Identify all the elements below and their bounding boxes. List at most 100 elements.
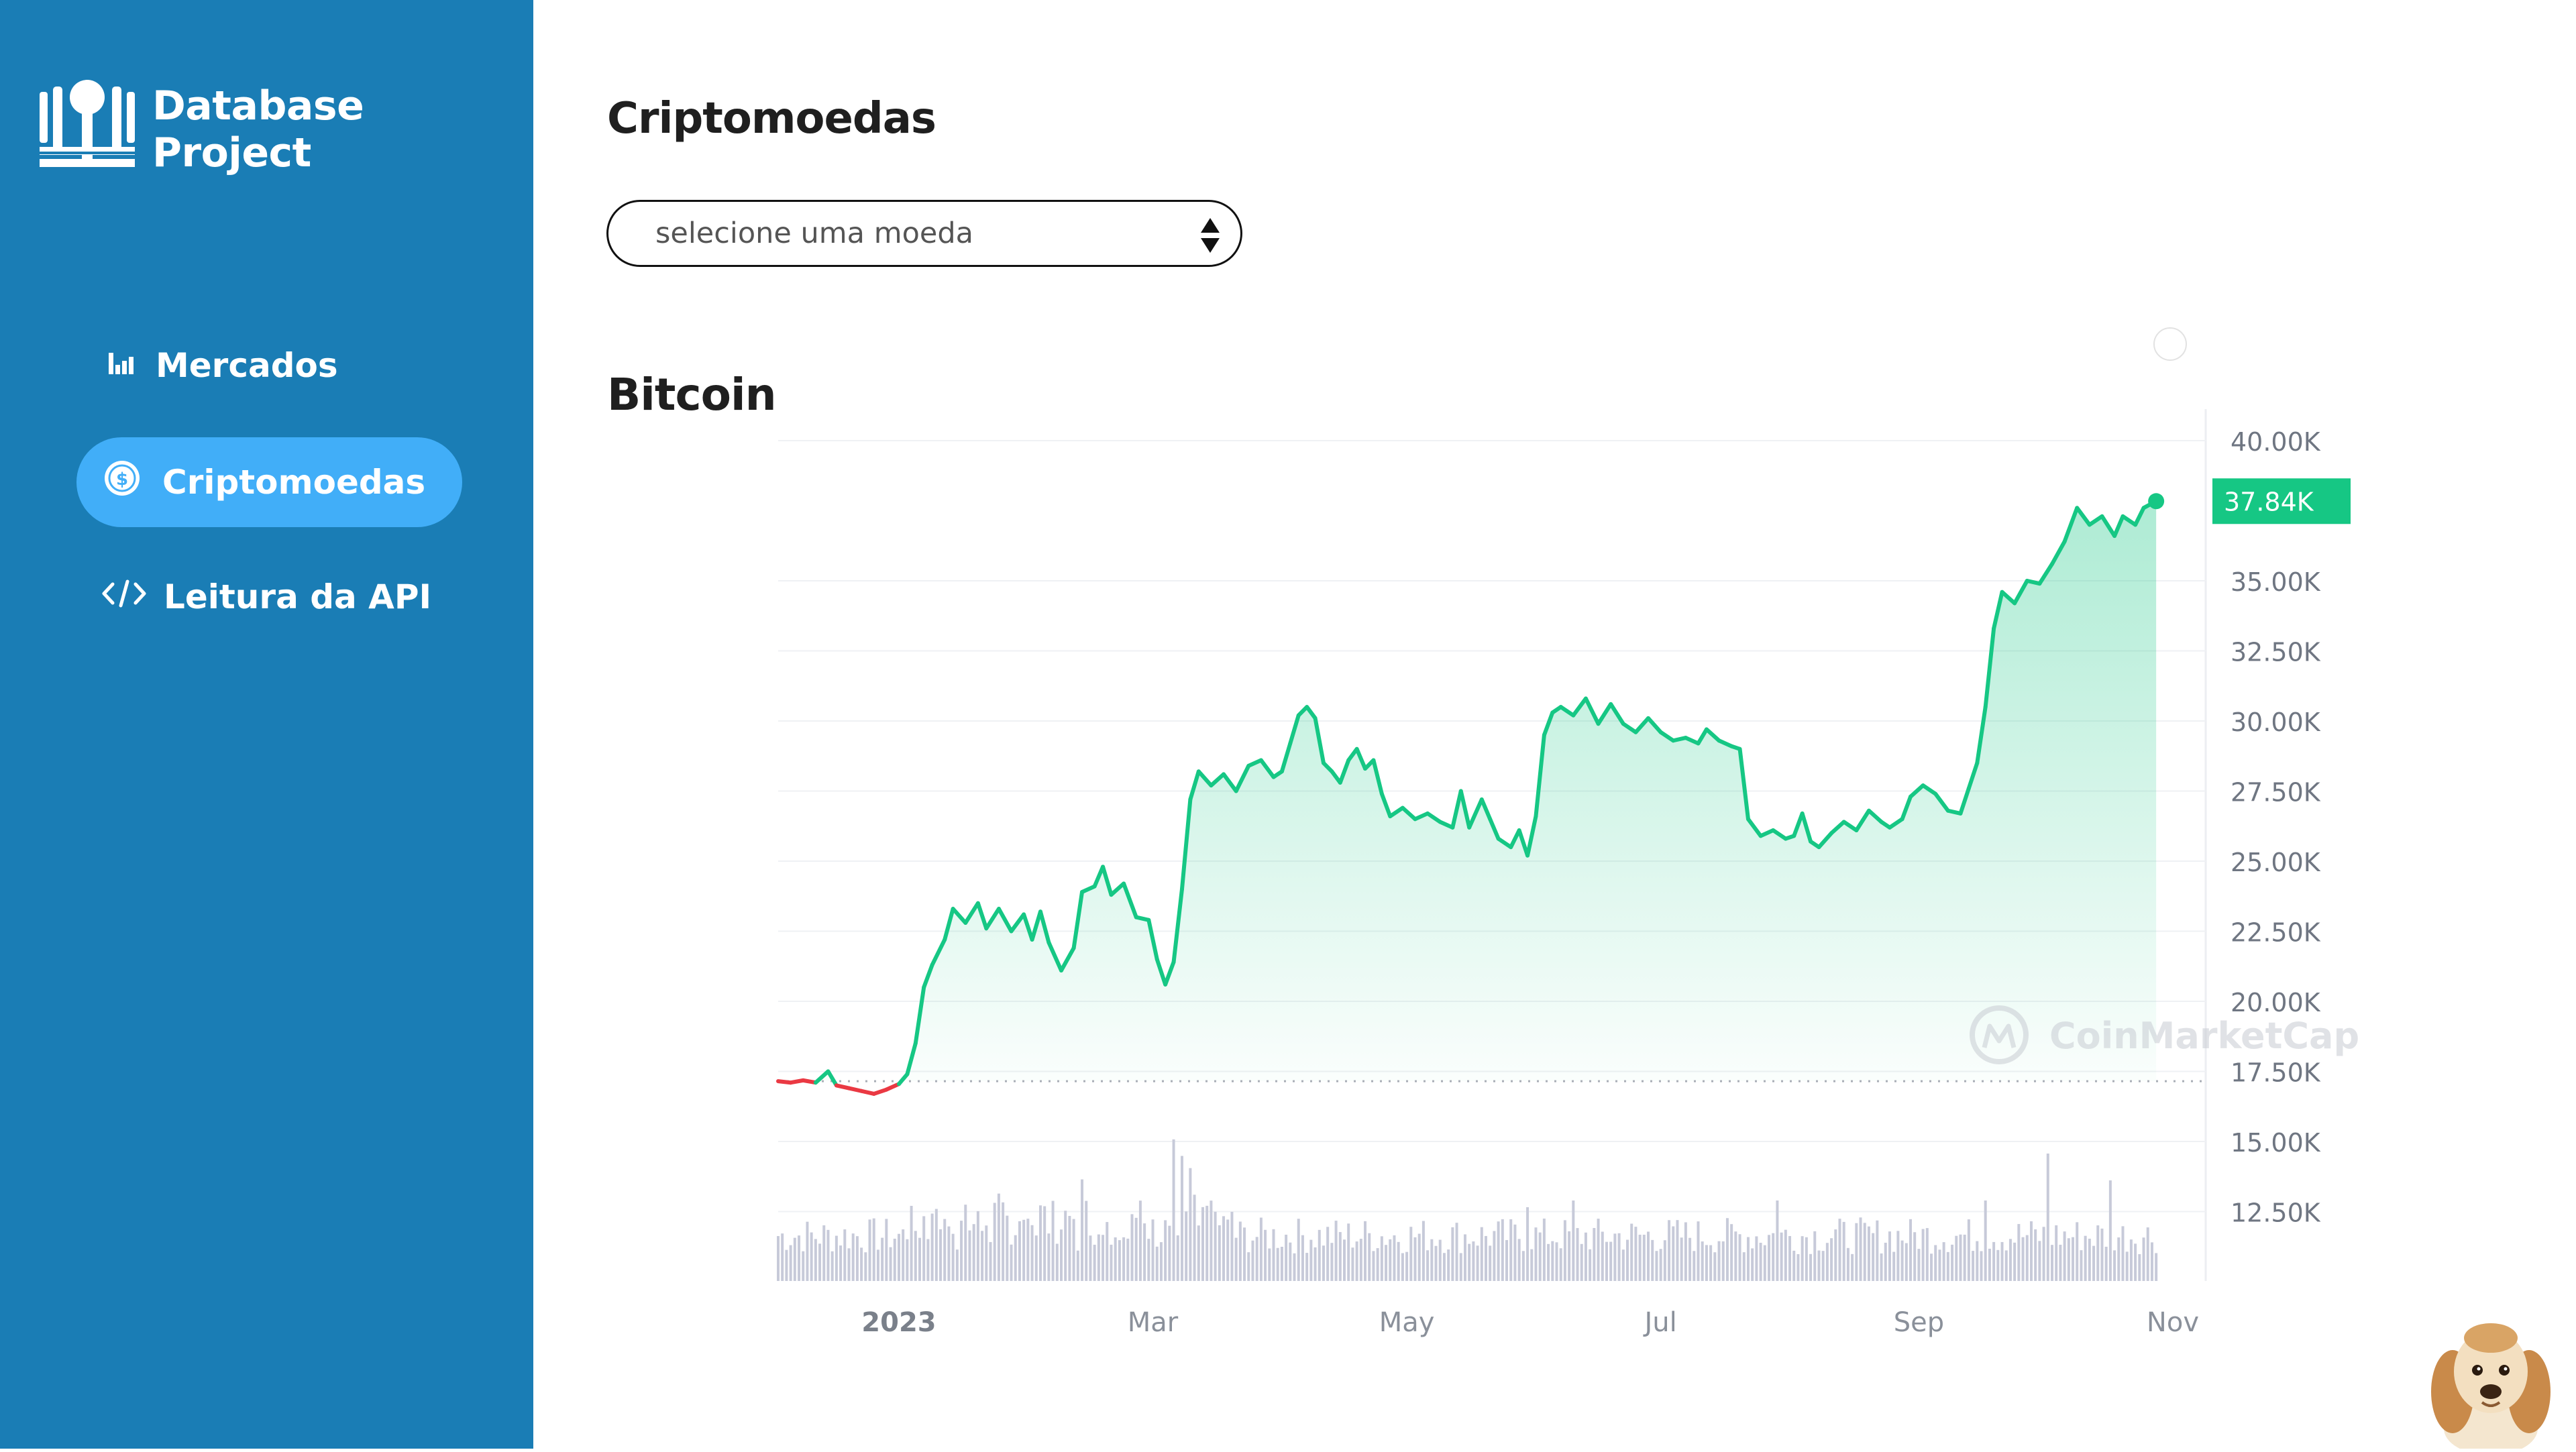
volume-bar [1680, 1237, 1683, 1281]
price-line-segment [1371, 758, 1384, 796]
volume-bar [1547, 1243, 1550, 1281]
volume-bar [1355, 1241, 1358, 1281]
volume-bar [1385, 1245, 1388, 1281]
volume-bar [2017, 1224, 2021, 1281]
volume-bar [1996, 1249, 2000, 1281]
volume-bar [1572, 1200, 1575, 1281]
volume-bar [1521, 1251, 1525, 1281]
price-line-segment [1109, 881, 1126, 897]
volume-bar [1164, 1220, 1167, 1281]
volume-bar [1768, 1235, 1770, 1281]
volume-bar [1759, 1243, 1762, 1281]
price-line-segment [930, 938, 947, 967]
volume-bar [1155, 1246, 1159, 1281]
sidebar-item-criptomoedas[interactable]: $ Criptomoedas [76, 437, 462, 527]
volume-bar [1205, 1205, 1209, 1281]
volume-bar [1876, 1220, 1879, 1281]
price-line-segment [1080, 884, 1097, 894]
volume-bar [1597, 1219, 1600, 1281]
volume-bar [1093, 1244, 1096, 1281]
volume-bar [1409, 1227, 1413, 1281]
price-line-segment [859, 1088, 876, 1096]
volume-bar [1476, 1245, 1479, 1281]
sidebar-item-leitura-api[interactable]: Leitura da API [102, 570, 431, 624]
volume-bar [926, 1239, 930, 1281]
price-line-segment [2050, 539, 2067, 566]
volume-bar [1925, 1228, 1929, 1281]
volume-bar [1210, 1200, 1213, 1281]
volume-bar [2042, 1227, 2045, 1281]
price-line-segment [1305, 705, 1318, 720]
volume-bar [1397, 1241, 1400, 1281]
volume-bar [910, 1205, 913, 1281]
volume-bar [1459, 1253, 1462, 1281]
dollar-coin-icon: $ [103, 459, 141, 505]
volume-bar [798, 1235, 801, 1281]
volume-bar [847, 1248, 851, 1281]
volume-bar [1159, 1242, 1163, 1281]
volume-bar [897, 1233, 900, 1281]
y-tick-label: 12.50K [2231, 1198, 2321, 1228]
volume-bar [2059, 1244, 2062, 1281]
volume-bars [777, 1139, 2158, 1281]
volume-bar [1376, 1248, 1379, 1281]
volume-bar [2088, 1238, 2091, 1281]
y-tick-label: 17.50K [2231, 1058, 2321, 1088]
page-title: Criptomoedas [607, 94, 936, 144]
sidebar-item-mercados[interactable]: Mercados [107, 339, 338, 392]
volume-bar [1738, 1234, 1741, 1281]
volume-bar [1330, 1243, 1334, 1281]
price-line-segment [1488, 817, 1501, 841]
volume-bar [1630, 1223, 1633, 1281]
price-line-segment [1646, 716, 1663, 734]
price-line-segment [813, 1069, 830, 1085]
price-line-segment [1534, 732, 1546, 819]
volume-bar [1130, 1214, 1134, 1281]
price-line-segment [1841, 820, 1859, 833]
volume-bar [1305, 1253, 1309, 1281]
price-line-segment [896, 1072, 910, 1086]
volume-bar [1289, 1242, 1292, 1281]
price-line-segment [1413, 811, 1430, 822]
volume-bar [1472, 1241, 1475, 1281]
volume-bar [1651, 1239, 1654, 1281]
volume-bar [1501, 1219, 1504, 1281]
coin-select[interactable]: selecione uma moeda [606, 200, 1242, 267]
price-line-segment [1854, 808, 1871, 833]
volume-bar [1081, 1179, 1084, 1281]
volume-bar [1825, 1243, 1829, 1281]
price-line-segment [1479, 797, 1493, 822]
volume-bar [843, 1229, 847, 1281]
volume-bar [1951, 1244, 1954, 1281]
volume-bar [2125, 1251, 2129, 1281]
price-line-segment [1188, 769, 1201, 802]
volume-bar [1647, 1231, 1650, 1281]
volume-bar [2067, 1238, 2070, 1281]
price-line-segment [1571, 696, 1588, 718]
volume-bar [839, 1245, 843, 1281]
volume-bar [2051, 1245, 2053, 1281]
volume-bar [1717, 1241, 1721, 1281]
volume-bar [1772, 1233, 1775, 1281]
volume-bar [1022, 1219, 1026, 1281]
volume-bar [1684, 1222, 1687, 1281]
volume-bar [777, 1236, 780, 1281]
volume-bar [893, 1238, 896, 1281]
price-chart[interactable]: CoinMarketCap 40.00K 35.00K 32.50K 30.00K 27… [765, 396, 2361, 1355]
volume-bar [781, 1233, 784, 1281]
volume-bar [1234, 1237, 1238, 1281]
volume-bar [1018, 1221, 1021, 1281]
volume-bar [1888, 1231, 1891, 1281]
volume-bar [1318, 1229, 1321, 1281]
volume-bar [1347, 1223, 1350, 1281]
volume-bar [851, 1233, 855, 1281]
volume-bar [1168, 1225, 1171, 1281]
volume-bar [1555, 1242, 1558, 1281]
brand[interactable]: Database Project [37, 77, 533, 181]
price-line-segment [2037, 561, 2054, 586]
volume-bar [2121, 1226, 2125, 1281]
volume-bar [1946, 1251, 1949, 1281]
volume-bar [1584, 1232, 1587, 1281]
volume-bar [1106, 1222, 1109, 1281]
price-line-segment [847, 1086, 864, 1093]
